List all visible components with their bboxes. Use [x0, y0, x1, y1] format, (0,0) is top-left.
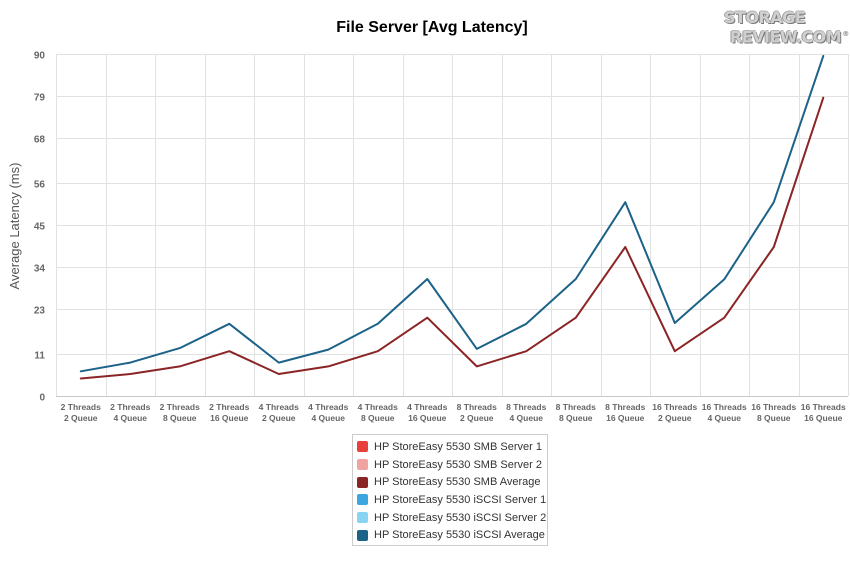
x-tick-label-line: 16 Threads: [801, 402, 846, 412]
x-tick-label-line: 4 Queue: [707, 413, 741, 423]
y-tick-label: 34: [34, 264, 46, 275]
x-tick-label-line: 2 Queue: [64, 413, 98, 423]
y-tick-label: 56: [34, 180, 46, 191]
x-tick-label-line: 4 Threads: [407, 402, 447, 412]
x-tick-label-line: 2 Threads: [61, 402, 101, 412]
legend-item[interactable]: HP StoreEasy 5530 iSCSI Server 1: [357, 491, 547, 509]
y-tick-label: 23: [34, 306, 46, 317]
x-tick-label-line: 4 Threads: [259, 402, 299, 412]
x-tick-label: 2 Threads 2 Queue: [61, 402, 101, 423]
x-tick-label: 16 Threads 8 Queue: [751, 402, 796, 423]
x-tick-label-line: 4 Queue: [113, 413, 147, 423]
legend-label: HP StoreEasy 5530 SMB Server 1: [374, 441, 542, 453]
x-tick-label-line: 16 Queue: [804, 413, 843, 423]
legend-swatch: [357, 459, 368, 470]
legend-swatch: [357, 530, 368, 541]
legend-item[interactable]: HP StoreEasy 5530 SMB Server 2: [357, 456, 547, 474]
y-tick-label: 0: [39, 393, 45, 404]
x-tick-label-line: 2 Threads: [209, 402, 249, 412]
y-tick-label: 68: [34, 135, 46, 146]
x-tick-label-line: 4 Queue: [311, 413, 345, 423]
x-tick-label-line: 8 Queue: [163, 413, 197, 423]
x-tick-label-line: 16 Queue: [408, 413, 447, 423]
x-tick-label: 8 Threads 8 Queue: [556, 402, 596, 423]
x-tick-label: 2 Threads 16 Queue: [209, 402, 249, 423]
x-tick-label: 8 Threads 2 Queue: [457, 402, 497, 423]
x-tick-label-line: 2 Queue: [460, 413, 494, 423]
x-tick-label-line: 4 Queue: [509, 413, 543, 423]
legend-label: HP StoreEasy 5530 iSCSI Server 1: [374, 494, 546, 506]
legend-swatch: [357, 441, 368, 452]
legend-item[interactable]: HP StoreEasy 5530 iSCSI Server 2: [357, 509, 547, 527]
x-tick-label-line: 8 Threads: [556, 402, 596, 412]
x-tick-label-line: 2 Threads: [160, 402, 200, 412]
x-tick-label: 4 Threads 8 Queue: [358, 402, 398, 423]
legend-item[interactable]: HP StoreEasy 5530 iSCSI Average: [357, 526, 547, 544]
legend-swatch: [357, 477, 368, 488]
legend-label: HP StoreEasy 5530 iSCSI Server 2: [374, 512, 546, 524]
x-tick-label: 4 Threads 16 Queue: [407, 402, 447, 423]
y-tick-label: 45: [34, 222, 46, 233]
x-tick-label: 16 Threads 4 Queue: [702, 402, 747, 423]
x-tick-label-line: 4 Threads: [308, 402, 348, 412]
x-tick-label: 16 Threads 16 Queue: [801, 402, 846, 423]
chart-legend: HP StoreEasy 5530 SMB Server 1 HP StoreEa…: [352, 434, 548, 546]
x-tick-label: 2 Threads 4 Queue: [110, 402, 150, 423]
x-tick-label: 8 Threads 16 Queue: [605, 402, 645, 423]
x-tick-label: 4 Threads 4 Queue: [308, 402, 348, 423]
x-tick-label-line: 8 Queue: [361, 413, 395, 423]
x-tick-label-line: 16 Queue: [210, 413, 249, 423]
x-tick-label-line: 2 Queue: [262, 413, 296, 423]
y-axis-ticks: 0 11 23 34 45 56 68 79 90: [34, 51, 46, 404]
x-tick-label: 8 Threads 4 Queue: [506, 402, 546, 423]
x-tick-label-line: 16 Threads: [702, 402, 747, 412]
x-tick-label: 2 Threads 8 Queue: [160, 402, 200, 423]
x-tick-label-line: 8 Threads: [457, 402, 497, 412]
legend-item[interactable]: HP StoreEasy 5530 SMB Average: [357, 473, 547, 491]
legend-item[interactable]: HP StoreEasy 5530 SMB Server 1: [357, 438, 547, 456]
x-tick-label: 16 Threads 2 Queue: [652, 402, 697, 423]
y-tick-label: 11: [34, 351, 45, 362]
grid: [56, 54, 849, 397]
x-tick-label-line: 16 Threads: [751, 402, 796, 412]
x-tick-label-line: 8 Queue: [757, 413, 791, 423]
x-tick-label-line: 16 Queue: [606, 413, 645, 423]
x-tick-label-line: 8 Threads: [605, 402, 645, 412]
x-tick-label-line: 2 Threads: [110, 402, 150, 412]
x-tick-label: 4 Threads 2 Queue: [259, 402, 299, 423]
legend-label: HP StoreEasy 5530 SMB Average: [374, 476, 541, 488]
legend-label: HP StoreEasy 5530 SMB Server 2: [374, 459, 542, 471]
legend-label: HP StoreEasy 5530 iSCSI Average: [374, 529, 545, 541]
y-axis-label: Average Latency (ms): [7, 163, 22, 290]
legend-swatch: [357, 494, 368, 505]
y-tick-label: 90: [34, 51, 46, 62]
y-tick-label: 79: [34, 93, 46, 104]
x-tick-label-line: 2 Queue: [658, 413, 692, 423]
x-tick-label-line: 8 Queue: [559, 413, 593, 423]
x-tick-label-line: 16 Threads: [652, 402, 697, 412]
legend-swatch: [357, 512, 368, 523]
x-tick-label-line: 4 Threads: [358, 402, 398, 412]
x-tick-label-line: 8 Threads: [506, 402, 546, 412]
